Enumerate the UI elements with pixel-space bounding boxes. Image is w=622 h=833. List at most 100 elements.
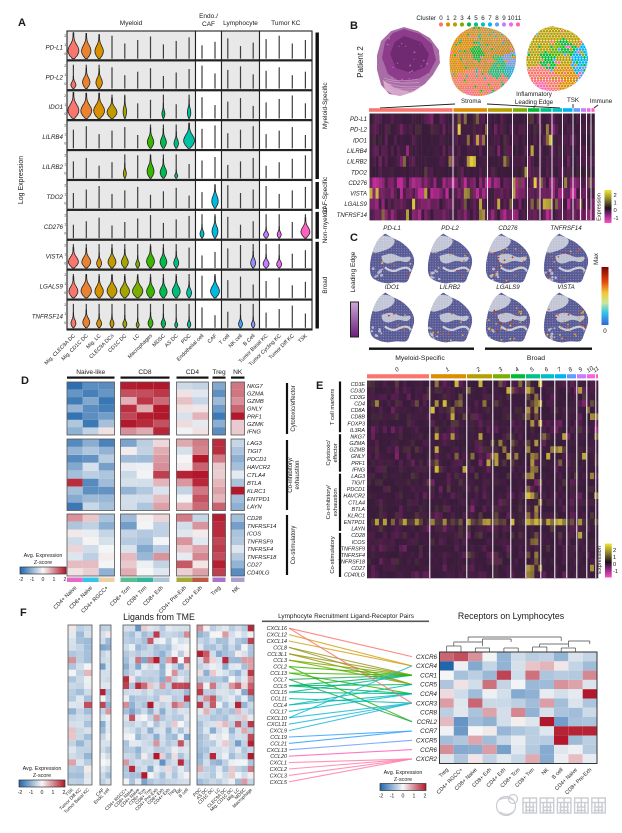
svg-text:CTLA4: CTLA4 [247, 473, 265, 479]
svg-text:0: 0 [64, 321, 66, 325]
svg-text:Myeloid: Myeloid [120, 20, 143, 27]
svg-text:Stroma: Stroma [461, 98, 482, 105]
svg-text:7: 7 [488, 15, 492, 22]
svg-text:2: 2 [64, 213, 66, 217]
svg-text:LAG3: LAG3 [247, 441, 263, 447]
svg-text:0: 0 [64, 291, 66, 295]
svg-text:1: 1 [64, 73, 66, 77]
svg-text:-1: -1 [614, 216, 619, 222]
svg-text:TNFRSF4: TNFRSF4 [247, 547, 273, 553]
svg-text:GZMA: GZMA [247, 392, 264, 398]
svg-text:LILRB4: LILRB4 [42, 134, 63, 141]
svg-text:PD-L2: PD-L2 [441, 225, 459, 232]
svg-text:TNFRSF9: TNFRSF9 [341, 546, 365, 552]
svg-text:0: 0 [439, 15, 443, 22]
svg-text:Co-stimulatory: Co-stimulatory [291, 526, 297, 565]
svg-text:0: 0 [64, 172, 66, 176]
svg-text:CD276: CD276 [348, 181, 367, 187]
svg-text:PD-L1: PD-L1 [383, 225, 401, 232]
svg-text:TNFRSF18: TNFRSF18 [338, 560, 365, 566]
svg-text:IFNG: IFNG [247, 429, 261, 435]
svg-text:6: 6 [481, 15, 485, 22]
svg-text:4: 4 [514, 366, 521, 373]
svg-text:Z-score: Z-score [34, 560, 52, 566]
svg-text:LGALS9: LGALS9 [40, 284, 64, 291]
svg-text:LILRB2: LILRB2 [440, 284, 461, 291]
svg-text:1: 1 [53, 577, 56, 583]
svg-text:1: 1 [64, 222, 66, 226]
svg-text:Avg. Expression: Avg. Expression [24, 553, 63, 559]
svg-text:2: 2 [64, 184, 66, 188]
svg-text:TIGIT: TIGIT [351, 481, 365, 487]
svg-text:1: 1 [64, 193, 66, 197]
svg-text:Broad: Broad [322, 276, 329, 293]
svg-text:Expression: Expression [597, 193, 603, 221]
svg-text:1: 1 [64, 133, 66, 137]
svg-text:IDO1: IDO1 [385, 284, 399, 291]
svg-text:2: 2 [614, 193, 617, 199]
svg-text:CD27: CD27 [247, 563, 263, 569]
svg-text:TSK: TSK [567, 97, 580, 104]
svg-text:VISTA: VISTA [46, 254, 63, 261]
svg-text:D: D [21, 375, 29, 387]
svg-text:TNFRSF14: TNFRSF14 [247, 524, 276, 530]
svg-text:0: 0 [64, 202, 66, 206]
svg-text:2: 2 [64, 243, 66, 247]
svg-text:PRF1: PRF1 [351, 461, 365, 467]
svg-text:2: 2 [64, 273, 66, 277]
svg-text:BTLA: BTLA [352, 507, 366, 513]
svg-text:Non-myeloid: Non-myeloid [322, 207, 329, 243]
svg-text:4: 4 [467, 15, 471, 22]
svg-text:C: C [350, 232, 358, 244]
svg-text:GZMK: GZMK [247, 422, 265, 428]
svg-text:FOXP3: FOXP3 [347, 421, 365, 427]
svg-text:8: 8 [568, 366, 575, 373]
svg-text:9: 9 [578, 366, 585, 373]
svg-text:PD-L2: PD-L2 [45, 74, 63, 81]
svg-text:0: 0 [42, 577, 45, 583]
svg-text:ENTPD1: ENTPD1 [344, 520, 365, 526]
svg-text:Max: Max [593, 252, 600, 265]
svg-text:GNLY: GNLY [351, 454, 366, 460]
svg-text:Leading Edge: Leading Edge [515, 99, 554, 106]
svg-text:Inflammatory: Inflammatory [516, 91, 553, 98]
svg-text:TNFRSF4: TNFRSF4 [341, 553, 365, 559]
svg-text:NKG7: NKG7 [350, 434, 366, 440]
svg-text:VISTA: VISTA [350, 192, 367, 198]
svg-text:Cluster: Cluster [416, 15, 436, 22]
svg-text:Broad: Broad [527, 355, 545, 362]
svg-text:Log Expression: Log Expression [18, 156, 25, 204]
svg-text:0: 0 [64, 261, 66, 265]
svg-text:CD28: CD28 [247, 516, 263, 522]
svg-text:0: 0 [64, 52, 66, 56]
svg-text:2: 2 [475, 366, 483, 374]
svg-text:TNFRSF14: TNFRSF14 [337, 213, 368, 219]
svg-text:IDO1: IDO1 [49, 104, 63, 111]
svg-text:1: 1 [446, 15, 450, 22]
svg-text:2: 2 [64, 154, 66, 158]
svg-text:HAVCR2: HAVCR2 [343, 494, 365, 500]
svg-text:CAF-Specific: CAF-Specific [322, 176, 329, 214]
svg-text:GZMA: GZMA [349, 441, 365, 447]
svg-text:LILRB2: LILRB2 [42, 164, 63, 171]
svg-text:9: 9 [502, 15, 506, 22]
svg-text:LILRB4: LILRB4 [347, 149, 368, 155]
svg-text:CD3E: CD3E [351, 382, 366, 388]
svg-text:5: 5 [474, 15, 478, 22]
svg-text:Lymphocyte: Lymphocyte [223, 20, 258, 27]
svg-text:0: 0 [614, 208, 617, 214]
svg-text:Tumor KC: Tumor KC [271, 20, 301, 27]
svg-text:NK: NK [231, 585, 241, 595]
svg-text:NKG7: NKG7 [247, 384, 264, 390]
svg-text:NK: NK [233, 369, 243, 376]
svg-text:B: B [350, 20, 358, 32]
svg-text:5: 5 [529, 366, 536, 373]
svg-text:Patient 2: Patient 2 [356, 46, 365, 78]
svg-text:7: 7 [557, 366, 564, 373]
svg-text:3: 3 [460, 15, 464, 22]
svg-text:Naive-like: Naive-like [76, 369, 105, 376]
svg-text:LC: LC [132, 333, 141, 342]
svg-text:Endo./: Endo./ [199, 13, 218, 20]
svg-text:TDO2: TDO2 [351, 170, 368, 176]
svg-text:Myeloid-Specific: Myeloid-Specific [395, 355, 445, 362]
